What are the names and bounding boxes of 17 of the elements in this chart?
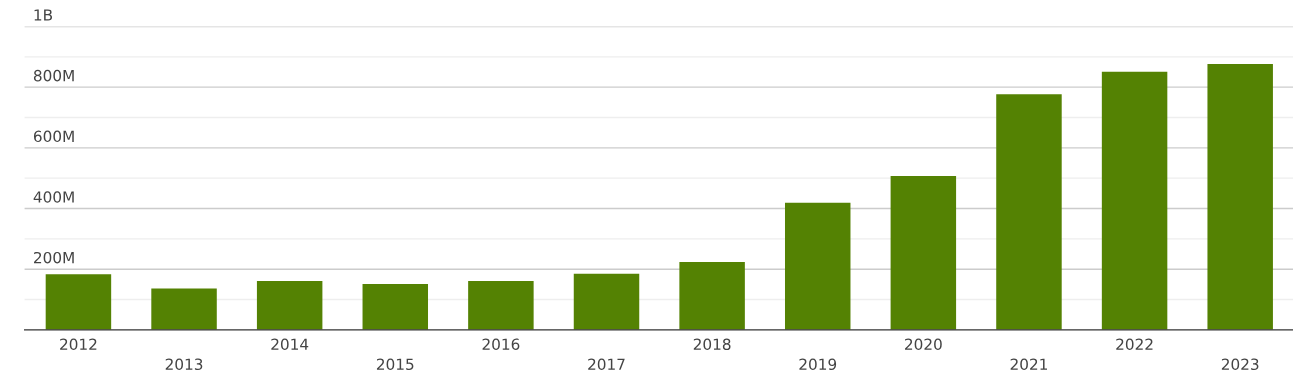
y-tick-label: 1B bbox=[34, 9, 53, 21]
x-tick-label: 2021 bbox=[1010, 358, 1047, 371]
x-tick-label: 2015 bbox=[376, 358, 414, 371]
x-tick-label: 2014 bbox=[271, 338, 309, 351]
y-tick-label: 200M bbox=[34, 251, 74, 264]
x-tick-label: 2017 bbox=[588, 358, 625, 371]
x-tick-label: 2016 bbox=[482, 338, 520, 351]
y-tick-label: 400M bbox=[33, 191, 74, 203]
x-tick-label: 2018 bbox=[693, 338, 731, 351]
y-tick-label: 600M bbox=[33, 130, 74, 143]
x-tick-label: 2013 bbox=[165, 358, 203, 371]
x-tick-label: 2022 bbox=[1116, 338, 1153, 351]
y-tick-label: 800M bbox=[33, 69, 74, 82]
x-tick-label: 2020 bbox=[905, 338, 942, 351]
x-tick-label: 2019 bbox=[799, 358, 837, 371]
x-tick-label: 2023 bbox=[1221, 358, 1259, 371]
x-tick-label: 2012 bbox=[60, 338, 97, 351]
